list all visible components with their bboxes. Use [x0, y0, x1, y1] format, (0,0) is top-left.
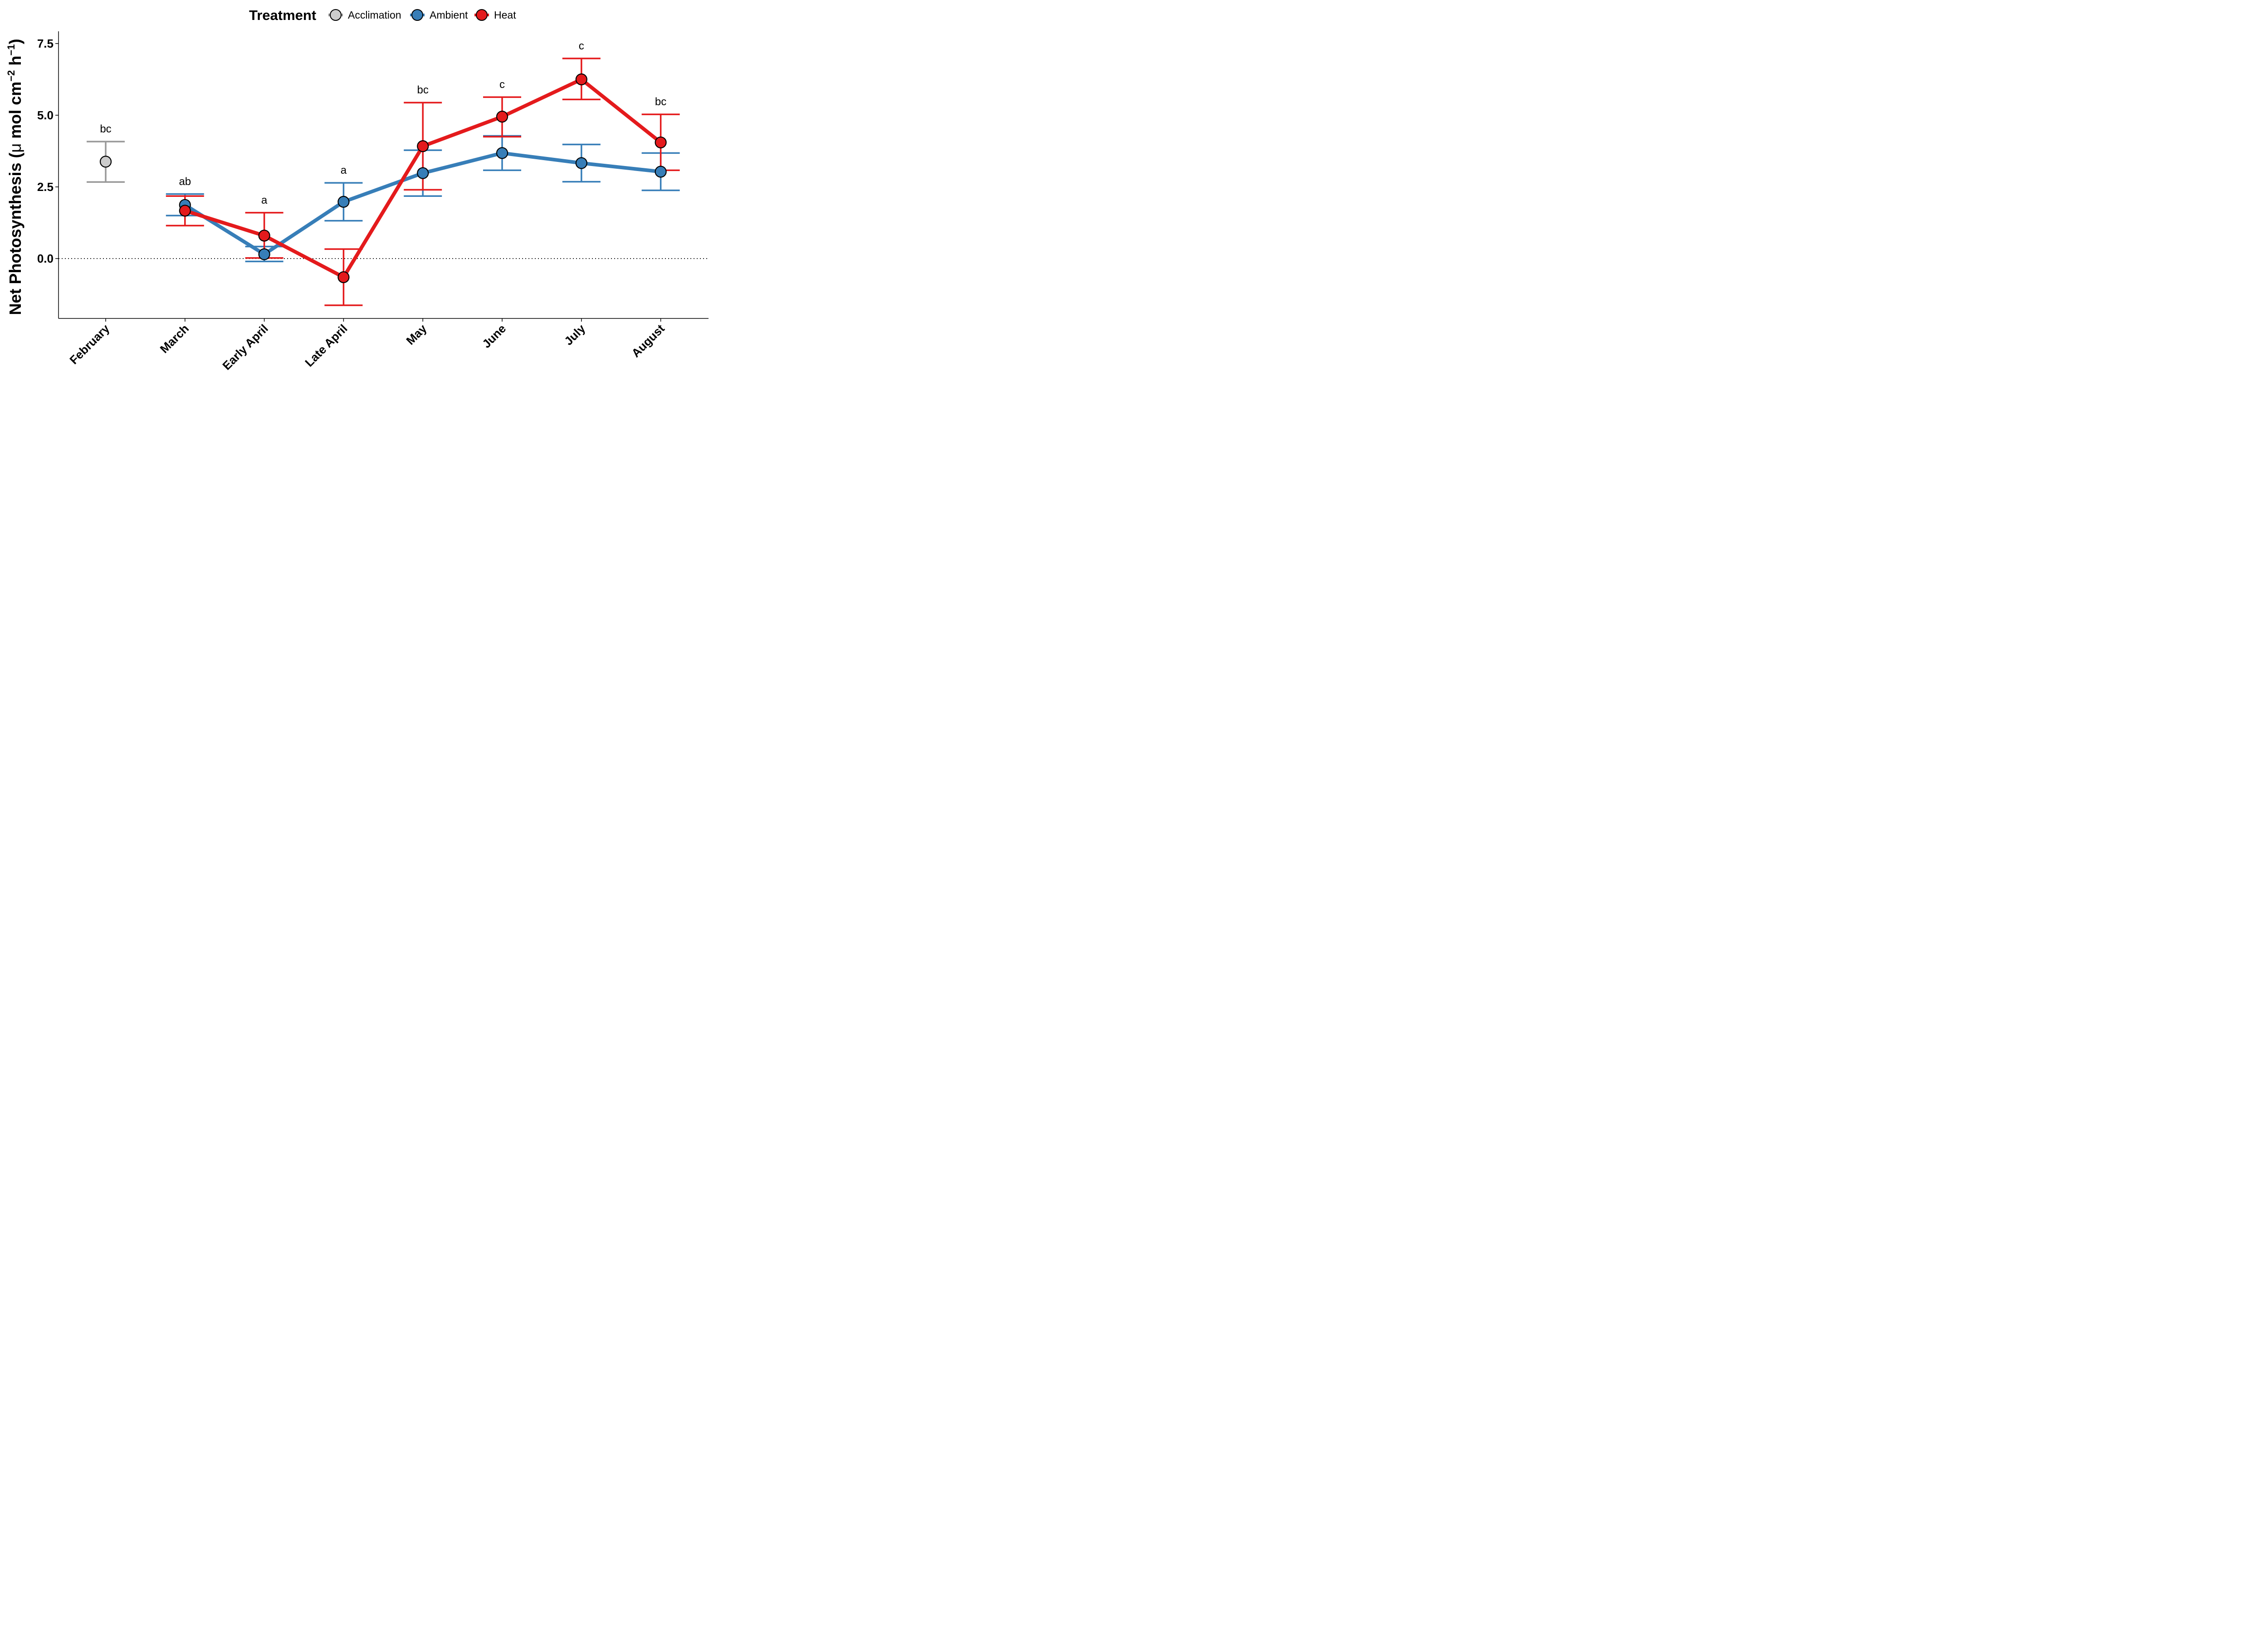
significance-letter: bc [417, 84, 429, 96]
significance-letter: c [579, 40, 584, 52]
legend: Treatment Acclimation Ambient Heat [249, 7, 516, 23]
y-tick-label: 5.0 [37, 108, 54, 122]
axes: 0.0 2.5 5.0 7.5 February March Early April Late… [37, 31, 709, 373]
y-axis-title-mu: μ [6, 143, 24, 153]
error-bars [87, 58, 680, 306]
y-tick-label: 7.5 [37, 37, 54, 50]
y-axis-title-sup: −2 [5, 70, 17, 82]
y-axis-title-part: Net Photosynthesis ( [6, 152, 24, 315]
significance-letter: ab [179, 176, 191, 188]
x-tick-label: March [157, 322, 191, 356]
ambient-point [575, 157, 587, 169]
legend-key-point [476, 9, 488, 21]
legend-title: Treatment [249, 7, 316, 23]
ambient-point [655, 166, 667, 178]
x-tick-label: June [479, 322, 508, 351]
significance-letter: bc [100, 123, 111, 135]
y-tick-label: 0.0 [37, 252, 54, 265]
significance-letter: bc [655, 96, 666, 108]
x-tick-label: August [629, 322, 667, 360]
x-tick-label: Late April [302, 322, 350, 369]
heat-point [258, 230, 270, 242]
y-axis-title-part: h [6, 56, 24, 70]
heat-point [655, 136, 667, 149]
ambient-point [496, 147, 508, 159]
x-tick-label: May [403, 322, 429, 347]
ambient-point [417, 167, 429, 179]
y-axis-title-sup: −1 [5, 44, 17, 55]
series-points [99, 73, 667, 284]
ambient-point [337, 196, 350, 208]
y-axis-title: Net Photosynthesis (μ mol cm−2 h−1) [5, 39, 24, 315]
legend-item-acclimation: Acclimation [328, 9, 401, 21]
heat-point [337, 271, 350, 284]
annotations: bc ab a a bc c c bc [100, 40, 666, 206]
acclimation-point [99, 156, 112, 168]
x-tick-label: February [67, 322, 112, 367]
y-axis-title-part: ) [6, 39, 24, 44]
ambient-point [258, 248, 270, 260]
legend-item-ambient: Ambient [410, 9, 468, 21]
legend-key-point [330, 9, 342, 21]
significance-letter: a [341, 164, 347, 176]
heat-point [417, 140, 429, 152]
heat-point [496, 111, 508, 123]
y-tick-label: 2.5 [37, 180, 54, 194]
heat-point [575, 73, 587, 86]
legend-label: Heat [494, 9, 516, 21]
significance-letter: a [261, 194, 268, 206]
y-axis-title-part: mol cm [6, 82, 24, 143]
heat-point [179, 205, 191, 217]
chart: Treatment Acclimation Ambient Heat Net Pho… [5, 7, 709, 373]
legend-item-heat: Heat [474, 9, 516, 21]
legend-label: Ambient [430, 9, 468, 21]
legend-key-point [411, 9, 423, 21]
x-tick-label: July [562, 322, 588, 348]
x-tick-label: Early April [220, 322, 270, 372]
significance-letter: c [499, 78, 505, 91]
legend-label: Acclimation [348, 9, 401, 21]
